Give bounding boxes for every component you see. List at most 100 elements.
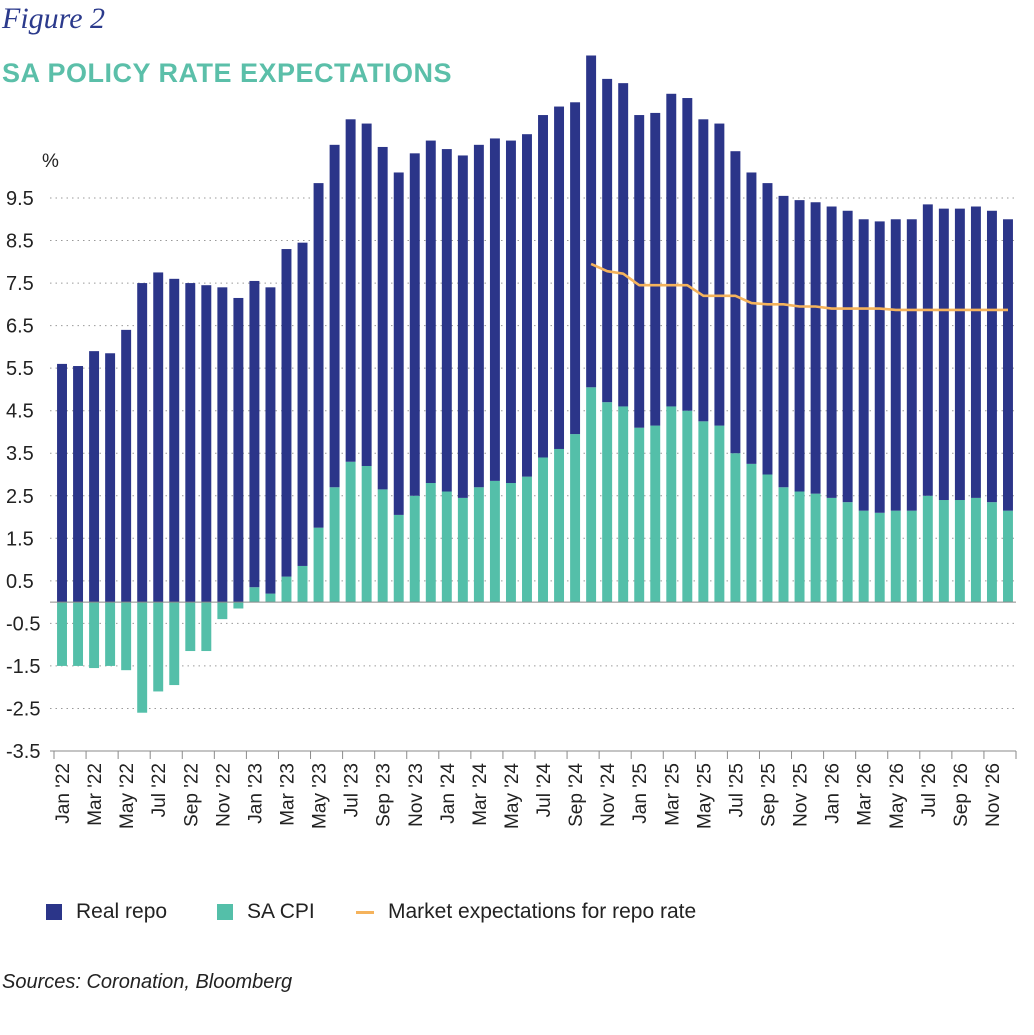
- legend-item-real-repo: Real repo: [46, 900, 167, 924]
- bar-sa-cpi: [281, 576, 292, 603]
- bar-sa-cpi: [778, 487, 789, 603]
- x-tick-label: Mar '25: [662, 763, 683, 826]
- x-tick-label: May '22: [117, 763, 138, 829]
- bar-sa-cpi: [105, 602, 116, 666]
- bar-sa-cpi: [746, 463, 757, 603]
- y-tick-label: 2.5: [6, 486, 34, 508]
- bar-sa-cpi: [634, 427, 645, 603]
- bar-real-repo: [313, 183, 324, 528]
- legend-swatch-sa-cpi: [217, 904, 233, 920]
- x-tick-label: Jan '23: [245, 763, 266, 824]
- bar-real-repo: [922, 204, 933, 496]
- bar-sa-cpi: [730, 453, 741, 603]
- bar-sa-cpi: [249, 587, 260, 603]
- y-tick-label: 0.5: [6, 571, 34, 593]
- x-tick-label: Nov '24: [598, 763, 619, 827]
- bar-real-repo: [826, 206, 837, 498]
- x-tick-label: Mar '26: [855, 763, 876, 826]
- bar-real-repo: [938, 208, 949, 501]
- bar-real-repo: [489, 138, 500, 481]
- bar-real-repo: [906, 219, 917, 511]
- chart: 9.5 8.5 7.5 6.5 5.5 4.5 3.5 2.5 1.5 0.5 -0.5 -1.5 -2…: [6, 55, 1017, 829]
- bar-sa-cpi: [297, 565, 308, 603]
- bar-real-repo: [457, 155, 468, 498]
- y-tick-label: -2.5: [6, 698, 40, 720]
- x-tick-label: May '24: [502, 763, 523, 829]
- bar-real-repo: [441, 149, 452, 492]
- x-tick-label: Jan '22: [53, 763, 74, 824]
- bar-real-repo: [794, 200, 805, 492]
- bar-sa-cpi: [954, 500, 965, 603]
- bar-sa-cpi: [361, 465, 372, 603]
- bar-sa-cpi: [457, 497, 468, 603]
- bar-sa-cpi: [89, 602, 100, 669]
- y-tick-label: 4.5: [6, 401, 34, 423]
- bar-sa-cpi: [265, 593, 276, 603]
- bar-real-repo: [602, 78, 613, 403]
- bar-real-repo: [522, 134, 532, 477]
- bar-sa-cpi: [714, 425, 725, 603]
- bar-real-repo: [233, 297, 244, 603]
- bar-sa-cpi: [505, 483, 516, 603]
- bar-real-repo: [570, 102, 581, 435]
- bar-real-repo: [281, 249, 292, 577]
- figure-label: Figure 2: [2, 2, 106, 35]
- bar-sa-cpi: [986, 502, 997, 603]
- y-tick-label: 9.5: [6, 188, 34, 210]
- bar-real-repo: [810, 202, 821, 494]
- bar-sa-cpi: [121, 602, 132, 671]
- bar-sa-cpi: [858, 510, 869, 603]
- bar-real-repo: [329, 144, 340, 488]
- y-tick-label: 8.5: [6, 231, 34, 253]
- bar-real-repo: [842, 210, 853, 503]
- bar-real-repo: [554, 106, 565, 449]
- bar-real-repo: [746, 172, 757, 464]
- x-tick-label: Nov '26: [983, 763, 1004, 827]
- bar-real-repo: [137, 283, 148, 603]
- bar-real-repo: [297, 242, 308, 566]
- bar-sa-cpi: [233, 602, 244, 609]
- bar-real-repo: [169, 278, 180, 603]
- bar-real-repo: [201, 285, 212, 603]
- bar-sa-cpi: [409, 495, 420, 603]
- bar-sa-cpi: [538, 457, 548, 603]
- x-tick-label: Jul '24: [534, 763, 555, 818]
- bar-sa-cpi: [922, 495, 933, 603]
- bar-real-repo: [473, 144, 484, 488]
- x-tick-label: Sep '23: [374, 763, 395, 827]
- bar-sa-cpi: [425, 483, 436, 603]
- x-tick-label: May '26: [887, 763, 908, 829]
- bar-real-repo: [185, 283, 196, 603]
- bar-sa-cpi: [393, 514, 404, 603]
- x-tick-label: May '25: [694, 763, 715, 829]
- bar-sa-cpi: [313, 527, 324, 603]
- bar-real-repo: [505, 140, 516, 484]
- x-tick-label: Nov '23: [406, 763, 427, 827]
- bar-sa-cpi: [201, 602, 212, 652]
- bar-real-repo: [1003, 219, 1013, 511]
- bar-sa-cpi: [650, 425, 661, 603]
- bar-real-repo: [586, 55, 597, 388]
- bar-real-repo: [762, 183, 773, 475]
- bar-sa-cpi: [794, 491, 805, 603]
- bar-sa-cpi: [874, 512, 885, 603]
- bar-real-repo: [377, 146, 388, 490]
- bar-real-repo: [345, 119, 356, 462]
- axes: [50, 601, 1017, 759]
- y-tick-label: 5.5: [6, 358, 34, 380]
- x-tick-label: May '23: [310, 763, 331, 829]
- tick-labels: 9.5 8.5 7.5 6.5 5.5 4.5 3.5 2.5 1.5 0.5 -0.5 -1.5 -2…: [6, 151, 1004, 829]
- bar-sa-cpi: [666, 406, 677, 603]
- bar-sa-cpi: [441, 491, 452, 603]
- bar-real-repo: [970, 206, 981, 498]
- bar-real-repo: [153, 272, 164, 603]
- x-tick-label: Jan '24: [438, 763, 459, 824]
- bar-sa-cpi: [890, 510, 901, 603]
- bar-real-repo: [730, 151, 741, 454]
- bar-sa-cpi: [970, 497, 981, 603]
- y-tick-label: 6.5: [6, 316, 34, 338]
- legend-item-sa-cpi: SA CPI: [217, 900, 315, 924]
- line-market-expectations: [590, 262, 1008, 312]
- x-tick-label: Nov '25: [791, 763, 812, 827]
- bar-real-repo: [57, 363, 67, 603]
